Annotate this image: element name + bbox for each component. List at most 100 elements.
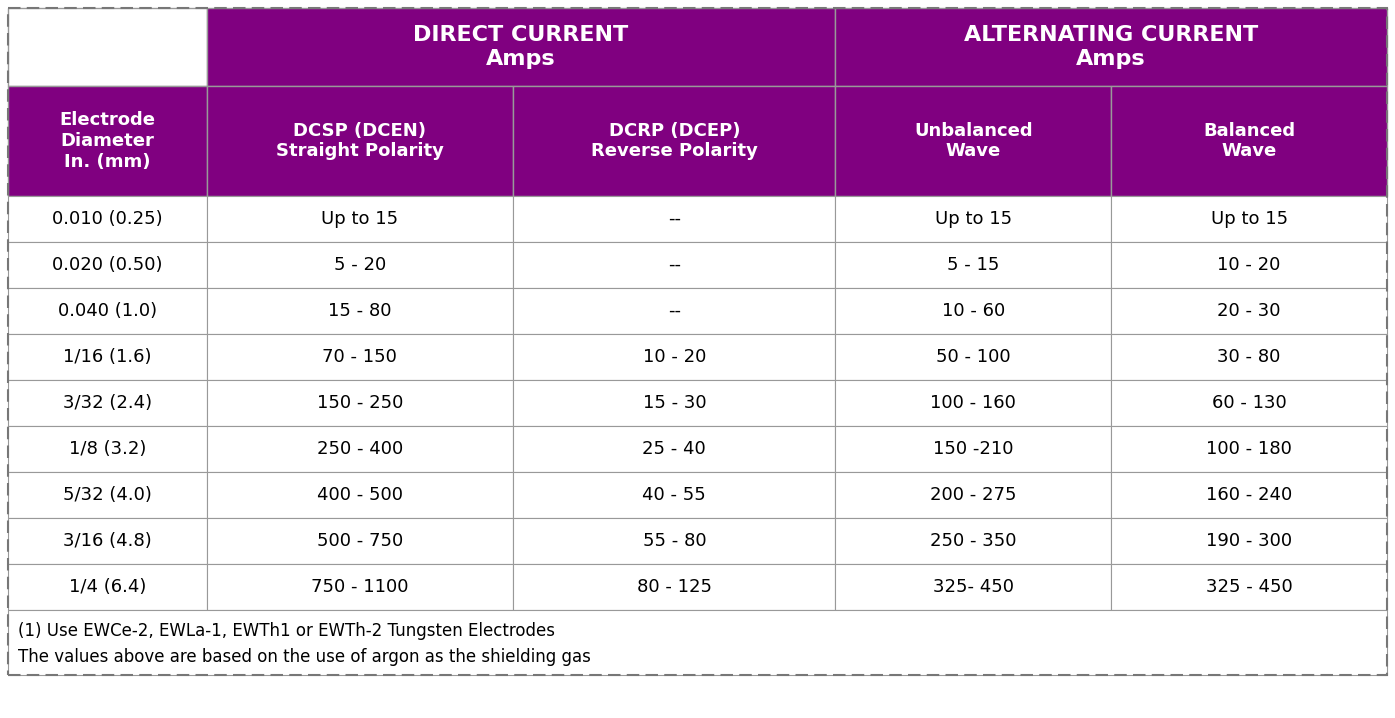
Bar [8, 472, 206, 518]
Bar [8, 518, 206, 564]
Bar [8, 196, 206, 242]
Text: 25 - 40: 25 - 40 [643, 440, 706, 458]
Bar [513, 564, 836, 610]
Bar [1112, 426, 1387, 472]
Bar [513, 472, 836, 518]
Bar [206, 196, 513, 242]
Text: 0.040 (1.0): 0.040 (1.0) [57, 302, 156, 320]
Bar [1112, 334, 1387, 380]
Bar [836, 334, 1112, 380]
Text: 50 - 100: 50 - 100 [936, 348, 1010, 366]
Text: 1/4 (6.4): 1/4 (6.4) [68, 578, 146, 596]
Text: DIRECT CURRENT
Amps: DIRECT CURRENT Amps [413, 25, 629, 69]
Bar [206, 380, 513, 426]
Bar [206, 472, 513, 518]
Text: 5/32 (4.0): 5/32 (4.0) [63, 486, 152, 504]
Bar [1112, 518, 1387, 564]
Bar [8, 380, 206, 426]
Text: 100 - 160: 100 - 160 [930, 394, 1016, 412]
Text: 10 - 20: 10 - 20 [643, 348, 706, 366]
Bar [206, 426, 513, 472]
Bar [8, 564, 206, 610]
Bar [8, 242, 206, 288]
Text: 30 - 80: 30 - 80 [1218, 348, 1281, 366]
Text: 0.010 (0.25): 0.010 (0.25) [52, 210, 163, 228]
Text: 150 - 250: 150 - 250 [317, 394, 403, 412]
Bar [836, 518, 1112, 564]
Bar [836, 472, 1112, 518]
Bar [206, 86, 513, 196]
Bar [1112, 564, 1387, 610]
Bar [836, 196, 1112, 242]
Bar [836, 242, 1112, 288]
Text: 200 - 275: 200 - 275 [930, 486, 1017, 504]
Text: 400 - 500: 400 - 500 [317, 486, 403, 504]
Bar [836, 564, 1112, 610]
Bar [513, 242, 836, 288]
Text: 3/16 (4.8): 3/16 (4.8) [63, 532, 152, 550]
Text: (1) Use EWCe-2, EWLa-1, EWTh1 or EWTh-2 Tungsten Electrodes: (1) Use EWCe-2, EWLa-1, EWTh1 or EWTh-2 … [18, 622, 555, 640]
Bar [1112, 86, 1387, 196]
Bar [513, 380, 836, 426]
Text: 160 - 240: 160 - 240 [1205, 486, 1292, 504]
Bar [1112, 196, 1387, 242]
Text: 15 - 80: 15 - 80 [328, 302, 392, 320]
Text: 60 - 130: 60 - 130 [1212, 394, 1286, 412]
Text: 70 - 150: 70 - 150 [322, 348, 398, 366]
Text: 55 - 80: 55 - 80 [643, 532, 706, 550]
Text: 325- 450: 325- 450 [933, 578, 1014, 596]
Bar [1112, 380, 1387, 426]
Bar [836, 86, 1112, 196]
Text: Unbalanced
Wave: Unbalanced Wave [914, 121, 1032, 160]
Text: 0.020 (0.50): 0.020 (0.50) [52, 256, 163, 274]
Bar [206, 288, 513, 334]
Bar [513, 288, 836, 334]
Bar [1112, 472, 1387, 518]
Text: 40 - 55: 40 - 55 [643, 486, 706, 504]
Bar [206, 518, 513, 564]
Text: 325 - 450: 325 - 450 [1205, 578, 1293, 596]
Bar [836, 8, 1387, 86]
Bar [206, 8, 836, 86]
Bar [513, 196, 836, 242]
Text: 100 - 180: 100 - 180 [1207, 440, 1292, 458]
Bar [513, 86, 836, 196]
Bar [513, 518, 836, 564]
Text: 500 - 750: 500 - 750 [317, 532, 403, 550]
Bar [513, 426, 836, 472]
Text: 20 - 30: 20 - 30 [1218, 302, 1281, 320]
Bar [8, 610, 1387, 675]
Text: 250 - 400: 250 - 400 [317, 440, 403, 458]
Bar [206, 242, 513, 288]
Bar [836, 426, 1112, 472]
Text: DCRP (DCEP)
Reverse Polarity: DCRP (DCEP) Reverse Polarity [591, 121, 757, 160]
Text: 1/16 (1.6): 1/16 (1.6) [63, 348, 152, 366]
Text: --: -- [668, 302, 681, 320]
Text: DCSP (DCEN)
Straight Polarity: DCSP (DCEN) Straight Polarity [276, 121, 444, 160]
Text: Up to 15: Up to 15 [935, 210, 1011, 228]
Bar [8, 86, 206, 196]
Text: 190 - 300: 190 - 300 [1207, 532, 1292, 550]
Text: 5 - 20: 5 - 20 [333, 256, 386, 274]
Bar [8, 426, 206, 472]
Text: Up to 15: Up to 15 [1211, 210, 1288, 228]
Bar [1112, 242, 1387, 288]
Text: 15 - 30: 15 - 30 [643, 394, 706, 412]
Bar [836, 288, 1112, 334]
Bar [1112, 288, 1387, 334]
Text: Electrode
Diameter
In. (mm): Electrode Diameter In. (mm) [59, 111, 155, 171]
Bar [8, 334, 206, 380]
Text: Up to 15: Up to 15 [321, 210, 399, 228]
Text: ALTERNATING CURRENT
Amps: ALTERNATING CURRENT Amps [964, 25, 1258, 69]
Bar [206, 334, 513, 380]
Text: 250 - 350: 250 - 350 [930, 532, 1017, 550]
Text: 750 - 1100: 750 - 1100 [311, 578, 409, 596]
Text: --: -- [668, 210, 681, 228]
Text: Balanced
Wave: Balanced Wave [1202, 121, 1295, 160]
Text: 3/32 (2.4): 3/32 (2.4) [63, 394, 152, 412]
Text: The values above are based on the use of argon as the shielding gas: The values above are based on the use of… [18, 648, 591, 666]
Bar [8, 8, 206, 86]
Text: 5 - 15: 5 - 15 [947, 256, 999, 274]
Bar [836, 380, 1112, 426]
Text: 1/8 (3.2): 1/8 (3.2) [68, 440, 146, 458]
